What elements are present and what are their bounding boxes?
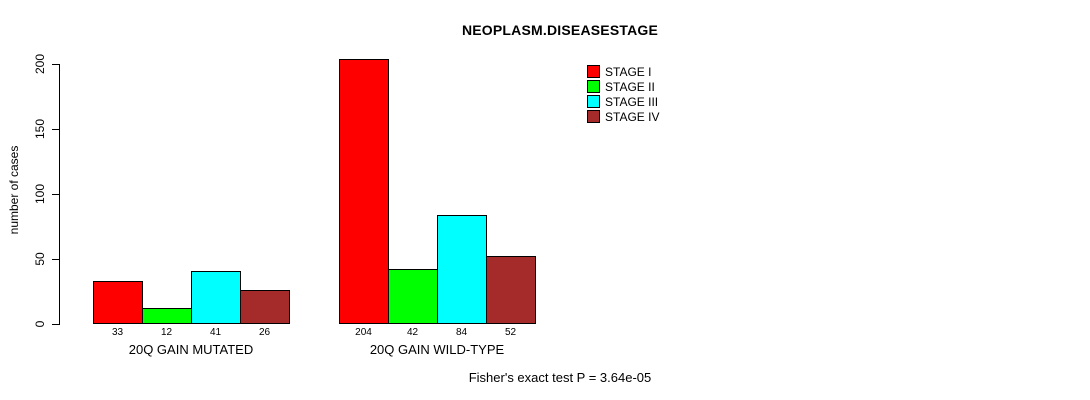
legend-item-stage-iii: STAGE III	[587, 94, 659, 109]
y-tick-label: 0	[33, 320, 47, 328]
legend-label: STAGE III	[605, 94, 659, 109]
legend-swatch-stage-iv	[587, 110, 600, 123]
y-tick-label: 150	[33, 118, 47, 140]
bar-stage-i-20q-gain-mutated	[93, 281, 143, 324]
legend-label: STAGE II	[605, 79, 655, 94]
bar-stage-i-20q-gain-wild-type	[339, 59, 389, 324]
bar-stage-iii-20q-gain-mutated	[191, 271, 241, 324]
x-category-label-20q-gain-wild-type: 20Q GAIN WILD-TYPE	[369, 342, 505, 357]
bar-stage-ii-20q-gain-mutated	[142, 308, 192, 324]
bar-stage-iv-20q-gain-mutated	[240, 290, 290, 324]
legend-swatch-stage-i	[587, 65, 600, 78]
y-tick-label: 200	[33, 53, 47, 75]
statistical-test-annotation: Fisher's exact test P = 3.64e-05	[468, 370, 652, 385]
bar-value-label: 26	[258, 327, 271, 338]
bar-value-label: 52	[504, 327, 517, 338]
bar-stage-ii-20q-gain-wild-type	[388, 269, 438, 324]
y-tick-label: 50	[33, 252, 47, 266]
bar-stage-iv-20q-gain-wild-type	[486, 256, 536, 324]
y-tick-mark	[52, 259, 59, 260]
legend-item-stage-i: STAGE I	[587, 64, 659, 79]
x-category-label-20q-gain-mutated: 20Q GAIN MUTATED	[128, 342, 254, 357]
chart-title: NEOPLASM.DISEASESTAGE	[461, 22, 659, 38]
y-axis-line	[59, 64, 60, 325]
legend-item-stage-iv: STAGE IV	[587, 109, 659, 124]
y-tick-mark	[52, 64, 59, 65]
legend-swatch-stage-ii	[587, 80, 600, 93]
bar-stage-iii-20q-gain-wild-type	[437, 215, 487, 324]
bar-value-label: 84	[455, 327, 468, 338]
legend: STAGE I STAGE II STAGE III STAGE IV	[587, 64, 659, 124]
bar-value-label: 12	[160, 327, 173, 338]
legend-label: STAGE I	[605, 64, 652, 79]
bar-value-label: 41	[209, 327, 222, 338]
y-axis-title: number of cases	[7, 145, 21, 235]
y-tick-label: 100	[33, 183, 47, 205]
bar-value-label: 204	[355, 327, 372, 338]
y-tick-mark	[52, 129, 59, 130]
legend-swatch-stage-iii	[587, 95, 600, 108]
y-tick-mark	[52, 194, 59, 195]
y-tick-mark	[52, 324, 59, 325]
bar-value-label: 33	[111, 327, 124, 338]
legend-label: STAGE IV	[605, 109, 660, 124]
bar-value-label: 42	[406, 327, 419, 338]
legend-item-stage-ii: STAGE II	[587, 79, 659, 94]
